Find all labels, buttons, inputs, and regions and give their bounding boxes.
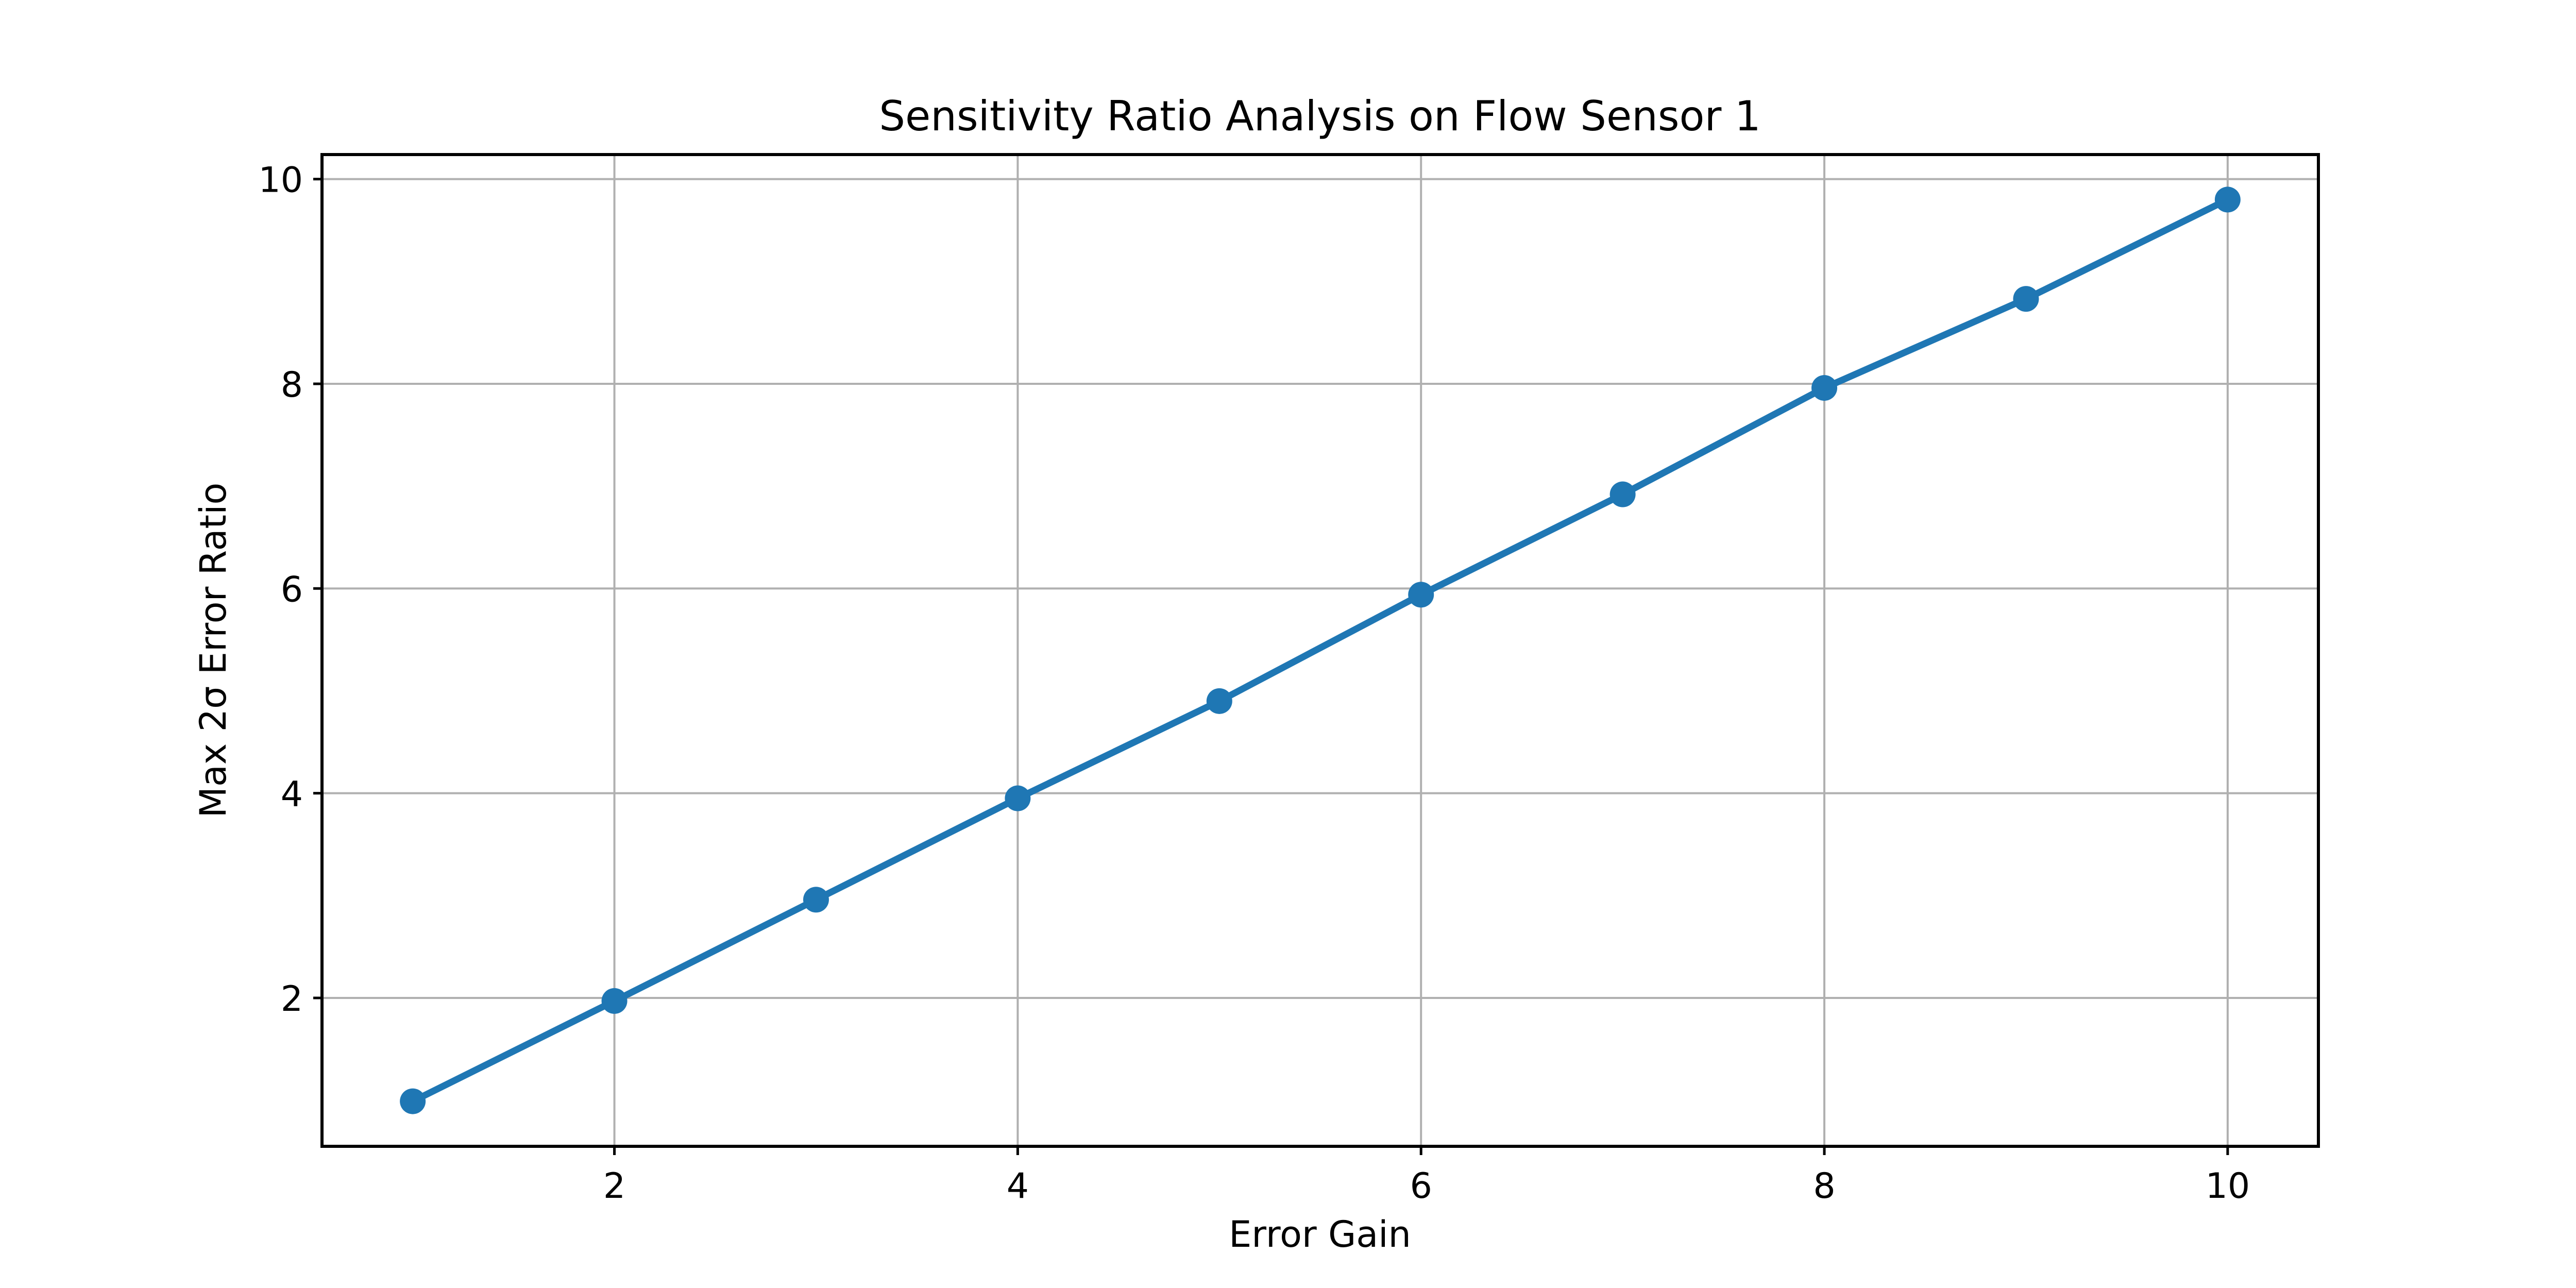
data-point — [803, 887, 829, 913]
data-point — [1005, 785, 1031, 811]
grid-layer — [322, 155, 2318, 1146]
x-tick-label: 4 — [1007, 1166, 1029, 1207]
data-point — [2214, 187, 2241, 213]
data-point — [1206, 688, 1232, 714]
x-tick-label: 8 — [1813, 1166, 1835, 1207]
x-tick-label: 10 — [2206, 1166, 2250, 1207]
data-point — [601, 988, 628, 1014]
data-line — [409, 196, 2231, 1105]
data-point — [400, 1088, 426, 1114]
series-layer — [400, 187, 2241, 1114]
x-axis-label: Error Gain — [1229, 1213, 1411, 1256]
data-point — [1408, 582, 1434, 608]
data-point — [1811, 375, 1838, 401]
y-tick-label: 8 — [281, 365, 303, 405]
y-tick-label: 2 — [281, 979, 303, 1020]
y-tick-label: 6 — [281, 569, 303, 610]
data-point — [1609, 481, 1636, 507]
y-tick-label: 10 — [258, 160, 303, 201]
x-tick-label: 6 — [1410, 1166, 1432, 1207]
plot-border — [320, 153, 2320, 1148]
data-point — [2013, 286, 2039, 312]
x-tick-label: 2 — [603, 1166, 625, 1207]
tick-layer: 2 4 6 8 10 2 4 6 8 10 — [258, 160, 2250, 1207]
y-tick-label: 4 — [281, 774, 303, 815]
chart-title: Sensitivity Ratio Analysis on Flow Senso… — [879, 92, 1760, 140]
y-axis-label: Max 2σ Error Ratio — [192, 483, 234, 818]
